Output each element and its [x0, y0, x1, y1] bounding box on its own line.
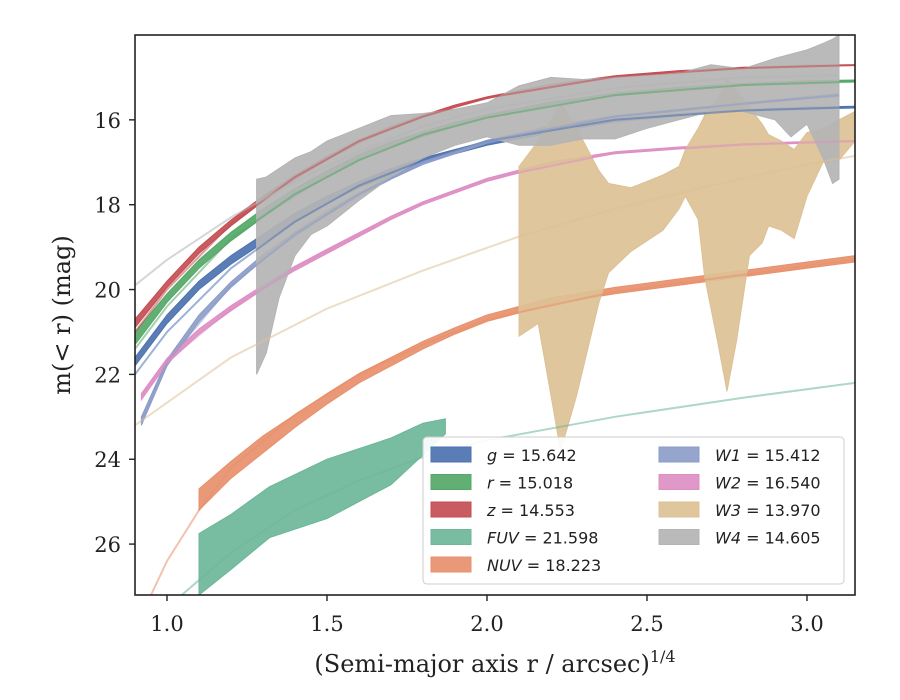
g-legend-swatch: [430, 446, 472, 463]
w1-fit-line: [140, 94, 840, 422]
fuv-band: [198, 418, 446, 595]
axis-ticks: 1.0 1.5 2.0 2.5 3.0 16 18 20 22 24 26: [94, 109, 823, 636]
w4-band: [256, 35, 840, 375]
r-legend-swatch: [430, 474, 472, 490]
y-tick-label: 22: [94, 363, 121, 387]
z-fit-line: [135, 64, 855, 333]
y-tick-label: 24: [94, 448, 121, 472]
x-tick-label: 3.0: [790, 612, 823, 636]
legend: g = 15.642 r = 15.018 z = 14.553 FUV = 21.5…: [422, 436, 845, 585]
x-tick-label: 2.5: [630, 612, 663, 636]
w1-legend-swatch: [658, 446, 700, 463]
g-fit-line: [135, 106, 855, 376]
fuv-legend-swatch: [430, 529, 472, 545]
w4-legend-label: W4 = 14.605: [715, 529, 821, 548]
z-legend-swatch: [430, 501, 472, 518]
w4-fit-line: [135, 74, 840, 287]
r-legend-label: r = 15.018: [487, 474, 573, 493]
w3-legend-swatch: [658, 501, 700, 518]
nuv-fit-line: [150, 258, 855, 595]
w3-legend-label: W3 = 13.970: [715, 501, 821, 520]
x-tick-label: 1.5: [310, 612, 343, 636]
fuv-fit-line: [180, 381, 855, 595]
w1-legend-label: W1 = 15.412: [715, 446, 821, 465]
y-tick-label: 16: [94, 109, 121, 133]
w4-legend-swatch: [658, 529, 700, 545]
x-axis-label: (Semi-major axis r / arcsec)1/4: [314, 647, 675, 678]
y-tick-label: 18: [94, 194, 121, 218]
r-fit-line: [135, 80, 855, 350]
plot-frame: [134, 34, 856, 596]
fit-curves: [135, 64, 855, 595]
y-tick-label: 20: [94, 279, 121, 303]
w2-legend-swatch: [658, 474, 700, 490]
x-axis-label-exponent: 1/4: [650, 647, 676, 666]
y-axis-label: m(< r) (mag): [48, 235, 76, 394]
fuv-legend-label: FUV = 21.598: [487, 529, 598, 548]
y-tick-label: 26: [94, 533, 121, 557]
nuv-legend-label: NUV = 18.223: [487, 556, 601, 575]
x-axis-label-base: (Semi-major axis r / arcsec): [314, 650, 649, 678]
nuv-legend-swatch: [430, 556, 472, 573]
z-legend-label: z = 14.553: [486, 501, 575, 520]
legend-box: [422, 436, 845, 585]
x-tick-label: 1.0: [150, 612, 183, 636]
w2-fit-line: [140, 140, 855, 397]
g-legend-label: g = 15.642: [487, 446, 577, 465]
x-tick-label: 2.0: [470, 612, 503, 636]
w2-legend-label: W2 = 16.540: [715, 474, 821, 493]
w3-fit-line: [135, 154, 855, 427]
